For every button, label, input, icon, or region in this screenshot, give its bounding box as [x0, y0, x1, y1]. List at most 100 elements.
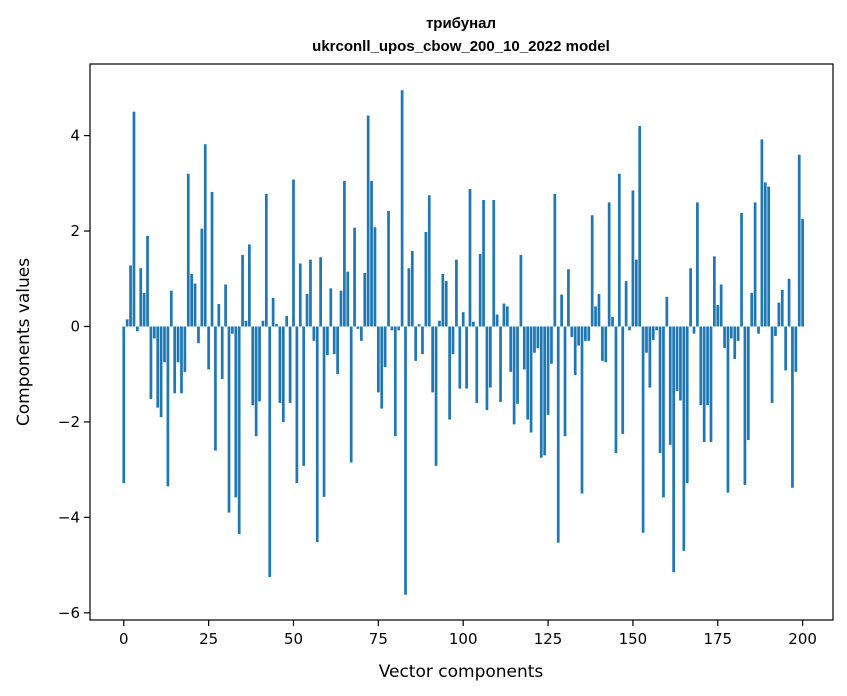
bar-19	[186, 173, 190, 327]
x-tick-label-200: 200	[788, 630, 817, 648]
bar-144	[611, 316, 614, 327]
y-axis-label: Components values	[14, 258, 34, 426]
bar-87	[417, 324, 421, 327]
bar-60	[326, 326, 329, 356]
bar-55	[309, 259, 312, 327]
bar-62	[332, 326, 336, 355]
bar-71	[363, 273, 367, 327]
bar-20	[190, 273, 194, 327]
bar-119	[526, 326, 530, 420]
bar-21	[193, 283, 197, 327]
bar-130	[563, 326, 567, 437]
bar-11	[159, 326, 163, 418]
bar-99	[458, 326, 462, 389]
bar-17	[180, 326, 183, 394]
bar-38	[251, 326, 255, 406]
bar-34	[237, 326, 241, 535]
bar-155	[648, 326, 652, 388]
bar-59	[322, 326, 326, 497]
bar-192	[774, 326, 777, 337]
bar-181	[736, 326, 740, 341]
bar-195	[784, 326, 788, 371]
bar-64	[339, 290, 343, 327]
bar-129	[560, 294, 563, 327]
bar-30	[224, 284, 227, 327]
bar-89	[424, 231, 428, 327]
bar-186	[753, 202, 757, 327]
bar-31	[227, 326, 231, 513]
bar-146	[617, 173, 621, 327]
bar-136	[584, 326, 587, 341]
bar-80	[393, 326, 397, 437]
bar-28	[217, 304, 221, 327]
bar-172	[706, 326, 709, 406]
x-tick-label-100: 100	[449, 630, 478, 648]
bar-9	[152, 326, 156, 339]
bar-12	[163, 326, 166, 363]
bar-175	[716, 305, 720, 327]
bar-4	[135, 326, 139, 332]
y-axis: −6 −4 −2 0 2 4	[58, 127, 90, 622]
bar-42	[264, 193, 268, 327]
bar-24	[203, 144, 207, 327]
bar-94	[441, 273, 445, 327]
bar-143	[607, 202, 611, 327]
bar-26	[210, 191, 214, 327]
bar-184	[746, 326, 750, 441]
bar-22	[197, 326, 200, 344]
bar-174	[713, 256, 716, 327]
bar-115	[512, 326, 516, 425]
bar-74	[373, 227, 377, 327]
bar-122	[536, 326, 540, 348]
bar-102	[468, 189, 472, 327]
x-tick-label-125: 125	[534, 630, 563, 648]
bar-199	[797, 154, 801, 327]
bar-56	[312, 326, 316, 341]
bars-group	[122, 90, 804, 595]
bar-54	[305, 294, 309, 327]
bar-178	[726, 326, 730, 493]
bar-88	[421, 326, 424, 355]
bar-120	[529, 326, 533, 433]
bar-51	[295, 326, 299, 484]
bar-8	[149, 326, 153, 400]
bar-173	[709, 326, 713, 442]
chart-subtitle: ukrconll_upos_cbow_200_10_2022 model	[312, 38, 610, 55]
bar-95	[444, 281, 448, 327]
bar-27	[214, 326, 217, 451]
bar-97	[451, 326, 455, 355]
bar-35	[241, 254, 244, 327]
bar-86	[414, 326, 418, 361]
bar-18	[183, 326, 187, 372]
bar-133	[573, 326, 577, 376]
bar-158	[658, 326, 662, 453]
bar-90	[427, 195, 431, 327]
bar-168	[692, 326, 696, 334]
bar-116	[516, 326, 519, 404]
bar-44	[271, 297, 275, 327]
bar-127	[553, 193, 557, 327]
bar-142	[604, 326, 608, 363]
bar-159	[662, 326, 665, 498]
y-tick-label--6: −6	[58, 604, 80, 622]
bar-167	[689, 268, 692, 327]
bar-123	[539, 326, 543, 458]
bar-141	[601, 326, 604, 361]
bar-65	[343, 180, 346, 327]
bar-6	[142, 293, 146, 327]
bar-166	[685, 326, 689, 484]
bar-148	[624, 281, 628, 327]
bar-29	[220, 326, 224, 379]
bar-113	[505, 306, 509, 327]
bar-104	[475, 326, 479, 403]
bar-14	[169, 290, 173, 327]
bar-91	[431, 326, 435, 393]
bar-48	[285, 315, 289, 327]
bar-139	[594, 306, 597, 327]
bar-193	[777, 302, 781, 327]
bar-52	[298, 263, 302, 327]
x-axis: 0 25 50 75 100 125 150 175 200	[119, 620, 817, 648]
bar-0	[122, 326, 126, 484]
bar-131	[567, 269, 570, 327]
bar-198	[794, 326, 798, 372]
